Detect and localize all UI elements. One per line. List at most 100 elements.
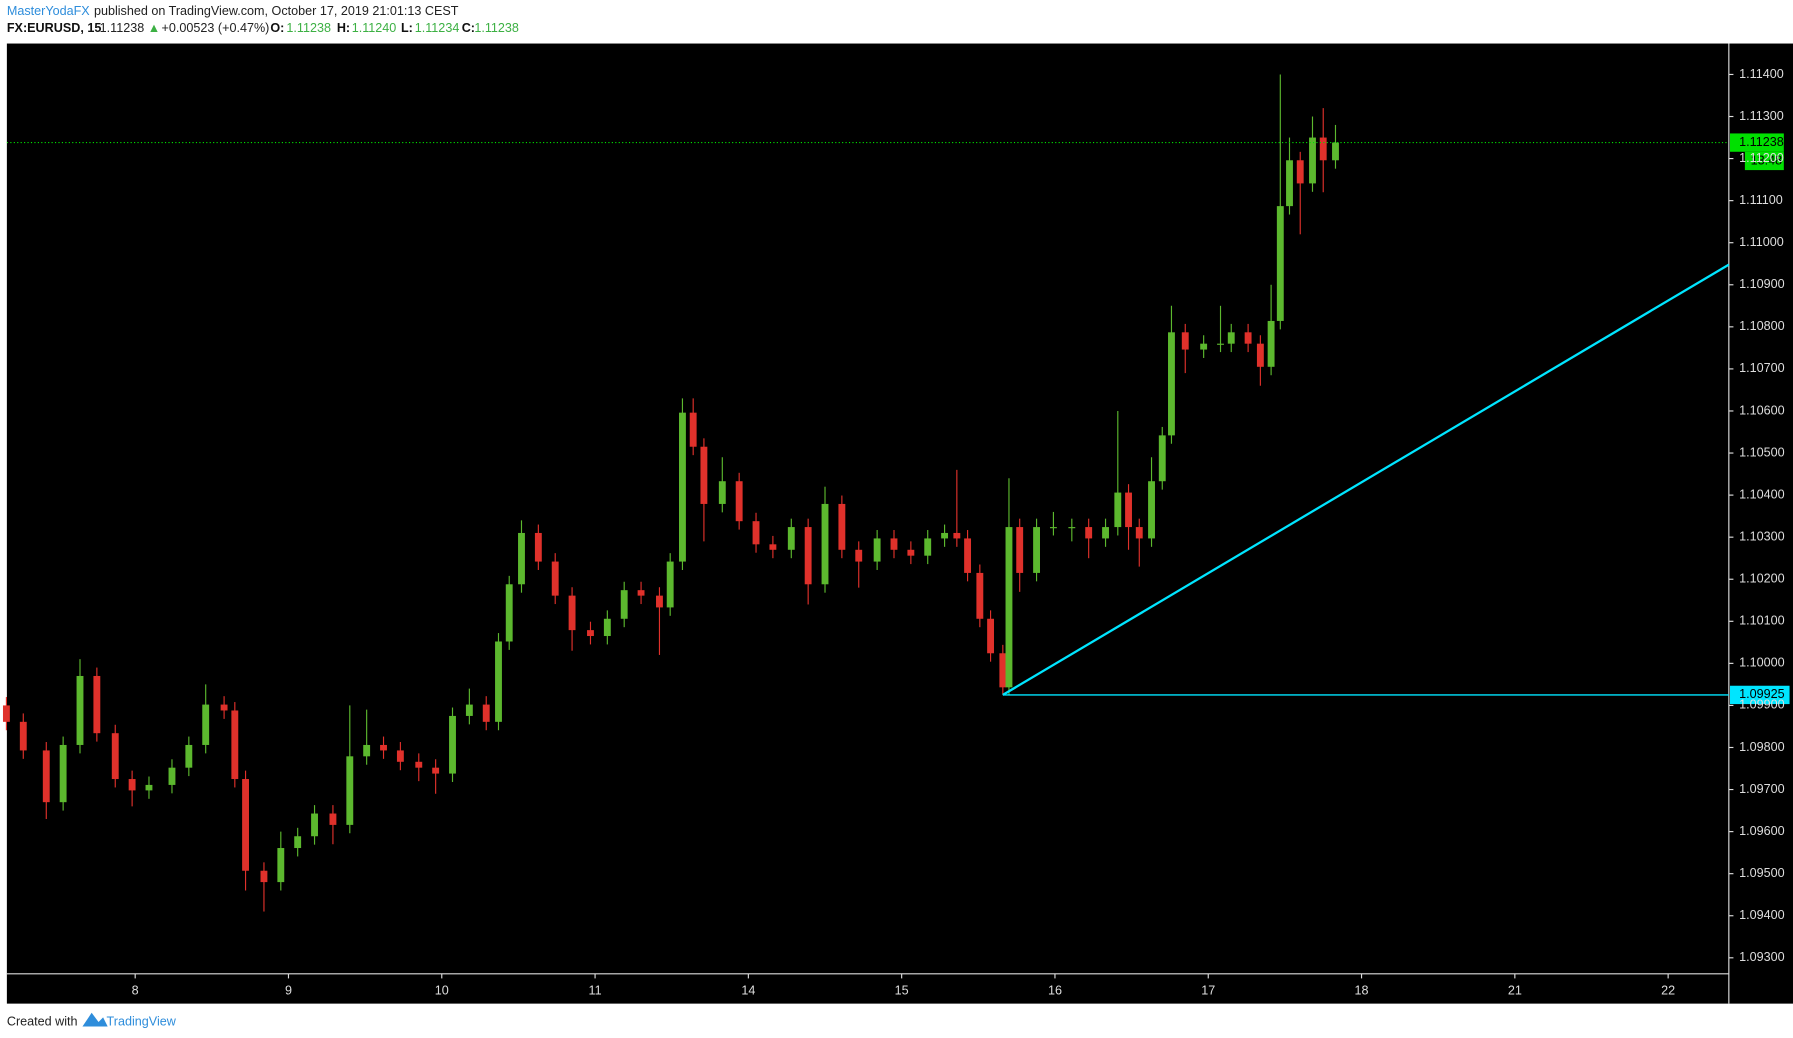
y-tick-label: 1.09700 xyxy=(1739,782,1785,796)
candle-body xyxy=(294,836,302,849)
y-tick-label: 1.10300 xyxy=(1739,529,1785,543)
candle-body xyxy=(1332,142,1339,161)
candle-body xyxy=(1033,527,1040,573)
candle-body xyxy=(1296,160,1304,184)
footer-brand[interactable]: TradingView xyxy=(107,1014,177,1028)
ohlc-value: 1.11238 xyxy=(286,21,331,35)
symbol: FX:EURUSD, 15 xyxy=(7,21,101,35)
candle-body xyxy=(637,590,645,596)
candle-body xyxy=(689,412,697,447)
y-tick-label: 1.09300 xyxy=(1739,950,1785,964)
publisher[interactable]: MasterYodaFX xyxy=(7,4,90,18)
y-tick-label: 1.09800 xyxy=(1739,740,1785,754)
candle-body xyxy=(1114,492,1122,528)
trend-line xyxy=(1002,263,1730,696)
candle-body xyxy=(620,590,628,619)
candle-body xyxy=(396,750,404,762)
candle-body xyxy=(964,538,972,573)
candle-body xyxy=(551,561,559,596)
candle-body xyxy=(111,733,119,780)
y-tick-label: 1.11100 xyxy=(1739,193,1783,207)
candle-body xyxy=(415,761,423,768)
y-tick-label: 1.09600 xyxy=(1739,824,1785,838)
last-price-tag xyxy=(1729,133,1784,152)
x-tick-label: 17 xyxy=(1201,983,1215,997)
x-tick-label: 8 xyxy=(132,983,139,997)
candle-body xyxy=(1227,332,1235,344)
candle-body xyxy=(1068,527,1076,529)
ohlc-key: H: xyxy=(337,21,350,35)
change: +0.00523 (+0.47%) xyxy=(162,21,270,35)
candle-body xyxy=(976,572,984,619)
candle-body xyxy=(603,618,611,637)
y-tick-label: 1.10900 xyxy=(1739,277,1785,291)
candles xyxy=(2,74,1339,912)
candle-body xyxy=(1125,492,1132,528)
y-tick-label: 1.11300 xyxy=(1739,109,1784,123)
candle-body xyxy=(505,584,513,642)
candle-body xyxy=(999,653,1007,688)
candle-body xyxy=(587,630,594,637)
chart-panel xyxy=(6,43,1793,1004)
brand-logo xyxy=(82,1012,108,1027)
ohlc-value: 1.11240 xyxy=(352,21,397,35)
y-tick-label: 1.10400 xyxy=(1739,487,1785,501)
candle-body xyxy=(311,813,318,837)
candle-body xyxy=(1267,320,1275,367)
candle-body xyxy=(924,538,932,556)
candle-body xyxy=(718,481,726,504)
candle-body xyxy=(1319,137,1327,161)
candle-body xyxy=(1158,435,1166,482)
overlay: 1.11238 13:48 1.09925 xyxy=(6,133,1790,705)
y-tick-label: 1.10000 xyxy=(1739,656,1785,670)
x-tick-label: 18 xyxy=(1355,983,1369,997)
candle-body xyxy=(787,527,795,550)
x-tick-label: 14 xyxy=(741,983,755,997)
published: published on TradingView.com, October 17… xyxy=(94,4,459,18)
candle-body xyxy=(1276,206,1284,321)
candle-body xyxy=(700,446,708,504)
candle-body xyxy=(679,412,686,562)
candle-body xyxy=(1286,160,1293,207)
y-tick-label: 1.10500 xyxy=(1739,445,1785,459)
ohlc-key: C: xyxy=(462,21,475,35)
candle-body xyxy=(202,704,210,745)
candle-body xyxy=(1309,137,1316,184)
y-tick-label: 1.11000 xyxy=(1739,235,1784,249)
candle-body xyxy=(890,538,898,550)
footer-prefix: Created with xyxy=(7,1014,78,1028)
candle-body xyxy=(656,595,663,608)
x-tick-label: 9 xyxy=(285,983,292,997)
candle-body xyxy=(1244,332,1252,344)
ohlc-value: 1.11234 xyxy=(415,21,460,35)
candle-body xyxy=(987,618,995,654)
candle-body xyxy=(380,744,387,751)
countdown-label: 13:48 xyxy=(1751,153,1783,167)
last-price-label: 1.11238 xyxy=(1739,135,1784,149)
candle-body xyxy=(59,744,67,803)
x-tick-label: 10 xyxy=(435,983,449,997)
change-arrow: ▲ xyxy=(148,21,160,35)
candle-body xyxy=(1256,343,1264,367)
candle-body xyxy=(1181,332,1189,350)
y-tick-label: 1.09500 xyxy=(1739,866,1785,880)
y-tick-label: 1.10100 xyxy=(1739,614,1785,628)
candle-body xyxy=(1168,332,1175,436)
candle-body xyxy=(277,848,285,883)
candle-body xyxy=(907,549,915,556)
candle-body xyxy=(518,532,525,585)
candle-body xyxy=(873,538,881,562)
candle-body xyxy=(168,767,176,785)
candle-body xyxy=(220,704,228,711)
candle-body xyxy=(363,744,371,757)
candle-body xyxy=(432,767,440,774)
x-tick-label: 15 xyxy=(895,983,909,997)
candle-body xyxy=(42,750,50,803)
candle-body xyxy=(804,527,812,585)
candle-body xyxy=(821,503,829,585)
y-tick-label: 1.10200 xyxy=(1739,572,1785,586)
candle-body xyxy=(769,544,777,550)
axes: 1.09300 1.09400 1.09500 1.09600 1.09700 1.098… xyxy=(132,67,1785,998)
